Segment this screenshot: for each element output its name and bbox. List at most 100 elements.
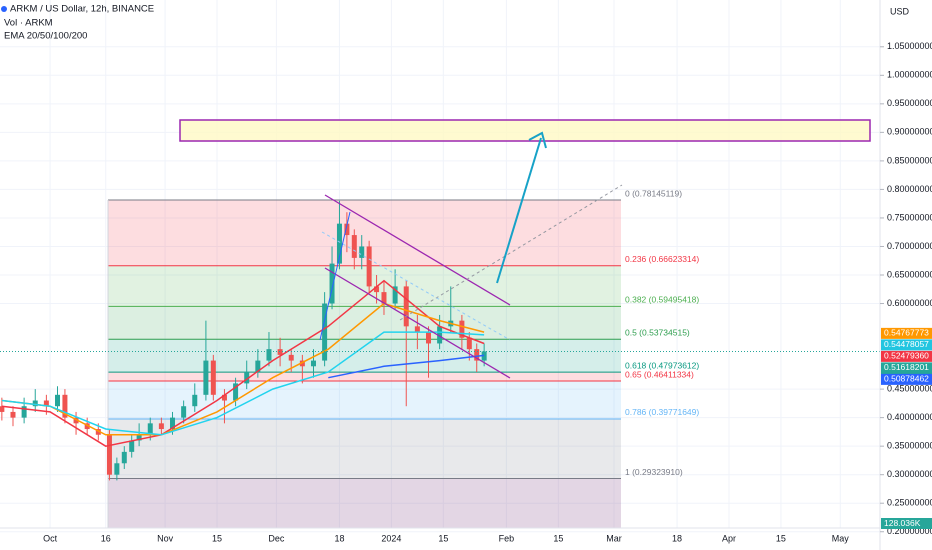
candle-body	[310, 360, 316, 367]
plot-area: 0 (0.78145119) 0.236 (0.66623314) 0.382 (0…	[0, 0, 880, 533]
x-tick-label: Oct	[43, 533, 58, 543]
dashed-channel-mid	[321, 231, 511, 341]
fib-label: 0 (0.78145119)	[625, 188, 682, 198]
x-tick-label: 2024	[381, 533, 401, 543]
fib-band	[108, 200, 621, 266]
price-tag	[881, 327, 932, 339]
fib-band	[108, 306, 621, 340]
channel-upper	[324, 194, 511, 306]
fib-label: 0.236 (0.66623314)	[625, 254, 699, 264]
price-tag-label: 0.54767773	[884, 328, 929, 338]
candle-body	[84, 423, 90, 430]
y-tick-label: 1.05000000	[887, 41, 932, 51]
ema-line	[1, 279, 485, 447]
ema-line	[1, 302, 485, 436]
x-tick-label: Feb	[499, 533, 515, 543]
candle-body	[10, 411, 16, 418]
y-tick-label: 0.65000000	[887, 269, 932, 279]
candle-body	[466, 337, 472, 350]
arrow-head	[528, 131, 547, 149]
candle-body	[62, 394, 68, 418]
y-tick-label: 0.20000000	[887, 526, 932, 536]
candle-body	[192, 394, 198, 407]
candle-body	[403, 286, 409, 327]
candle-body	[277, 349, 283, 355]
fib-band	[108, 372, 621, 382]
candle-body	[329, 263, 335, 304]
candle-body	[21, 406, 27, 418]
fib-label: 0.786 (0.39771649)	[625, 407, 699, 417]
candle-body	[374, 286, 380, 293]
volume-label: 128.036K	[884, 518, 921, 528]
price-tag-label: 0.54478057	[884, 339, 929, 349]
trend-line	[319, 211, 351, 341]
y-tick-label: 0.70000000	[887, 241, 932, 251]
x-tick-label: May	[832, 533, 850, 543]
fib-band	[108, 418, 621, 479]
x-tick-label: 15	[553, 533, 563, 543]
fib-label: 0.382 (0.59495418)	[625, 295, 699, 305]
fib-band	[108, 339, 621, 373]
candle-body	[129, 440, 135, 452]
price-tag	[881, 339, 932, 351]
indicator-label: EMA 20/50/100/200	[4, 31, 87, 42]
y-tick-label: 0.40000000	[887, 412, 932, 422]
x-tick-label: Apr	[722, 533, 736, 543]
x-tick-label: 15	[438, 533, 448, 543]
candle-body	[210, 360, 216, 395]
target-zone	[179, 119, 871, 142]
candle-body	[0, 406, 5, 412]
candle-body	[233, 383, 239, 401]
candle-body	[114, 463, 120, 475]
channel-lower	[324, 267, 511, 379]
price-tag	[881, 350, 932, 362]
fib-label: 0.618 (0.47973612)	[625, 360, 699, 370]
y-tick-label: 0.75000000	[887, 212, 932, 222]
projection-arrow	[496, 137, 542, 284]
candle-body	[32, 400, 38, 407]
candle-body	[299, 360, 305, 367]
candle-body	[170, 417, 176, 430]
candle-body	[121, 451, 127, 464]
price-tag-label: 0.50878462	[884, 374, 929, 384]
candle-body	[474, 349, 480, 361]
price-tag-label: 0.52479360	[884, 351, 929, 361]
fib-band	[108, 478, 621, 528]
legend: ARKM / US Dollar, 12h, BINANCE Vol · ARK…	[1, 4, 154, 42]
candle-body	[322, 303, 328, 361]
candle-body	[381, 292, 387, 304]
currency: USD	[890, 6, 910, 16]
candle-body	[203, 360, 209, 395]
fib-label: 0.5 (0.53734515)	[625, 328, 690, 338]
candle-body	[95, 429, 101, 435]
candle-body	[106, 434, 112, 475]
ema-line	[1, 331, 485, 436]
y-tick-label: 0.95000000	[887, 98, 932, 108]
y-tick-label: 0.85000000	[887, 155, 932, 165]
x-tick-label: 18	[672, 533, 682, 543]
y-tick-label: 0.90000000	[887, 127, 932, 137]
y-tick-label: 0.80000000	[887, 184, 932, 194]
candle-body	[366, 246, 372, 287]
y-tick-label: 0.25000000	[887, 498, 932, 508]
price-axis-bg	[880, 0, 932, 550]
candle-body	[55, 394, 61, 407]
x-tick-label: 15	[776, 533, 786, 543]
x-tick-label: 16	[101, 533, 111, 543]
x-tick-label: Mar	[606, 533, 622, 543]
candle-body	[437, 326, 443, 344]
fib-band	[108, 265, 621, 307]
y-tick-label: 0.45000000	[887, 383, 932, 393]
candle-body	[147, 423, 153, 435]
candle-body	[359, 246, 365, 258]
candle-body	[221, 394, 227, 401]
candle-body	[344, 223, 350, 236]
fib-label: 0.65 (0.46411334)	[625, 369, 694, 379]
y-tick-label: 1.00000000	[887, 70, 932, 80]
fib-label: 1 (0.29323910)	[625, 467, 683, 477]
x-tick-label: 18	[334, 533, 344, 543]
price-tag-label: 0.51618201	[884, 362, 929, 372]
